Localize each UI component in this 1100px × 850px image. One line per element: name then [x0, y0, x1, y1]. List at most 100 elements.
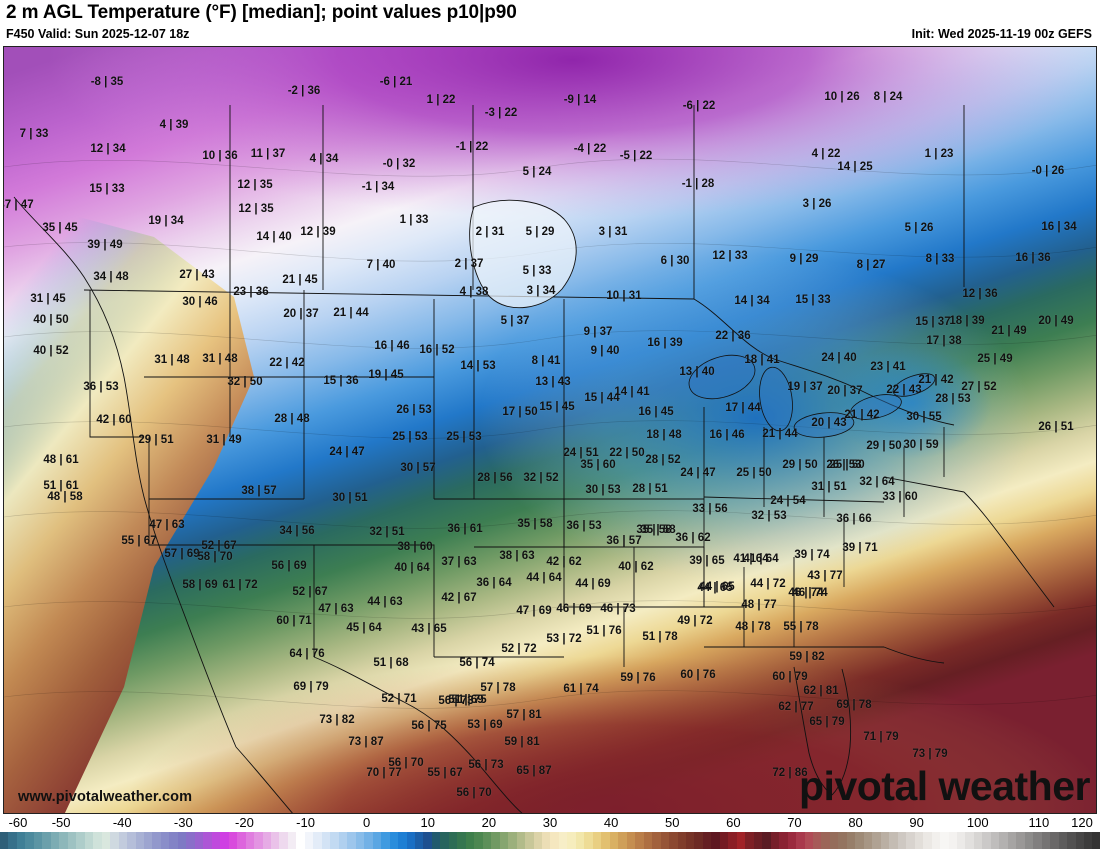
colorbar-tick: 90 [909, 815, 924, 830]
colorbar-swatch [321, 832, 331, 849]
colorbar-tick: 100 [966, 815, 989, 830]
political-boundaries [13, 105, 1055, 813]
colorbar-swatch [474, 832, 483, 849]
colorbar-swatch [804, 832, 813, 849]
map-graphic [4, 47, 1096, 813]
colorbar-swatch [982, 832, 991, 849]
colorbar-swatch [685, 832, 695, 849]
colorbar-swatch [110, 832, 119, 849]
colorbar-swatch [863, 832, 873, 849]
colorbar-swatch [558, 832, 568, 849]
colorbar-swatch [592, 832, 602, 849]
colorbar-swatch [542, 832, 551, 849]
colorbar-swatch [846, 832, 856, 849]
colorbar-swatch [813, 832, 822, 849]
colorbar-swatch [296, 832, 305, 849]
colorbar-swatch [940, 832, 949, 849]
colorbar-swatch [821, 832, 830, 849]
colorbar-swatch [499, 832, 509, 849]
colorbar-swatch [177, 832, 187, 849]
colorbar-swatch [1067, 832, 1076, 849]
temperature-field: -8 | 35 -2 | 36 -6 | 21 1 | 22 -3 | 22 -9 | 1… [4, 47, 1096, 813]
colorbar-swatch [1092, 832, 1100, 849]
colorbar-swatch [838, 832, 847, 849]
colorbar-swatch [660, 832, 670, 849]
colorbar-swatch [1050, 832, 1059, 849]
colorbar-swatch [677, 832, 686, 849]
colorbar-swatch [203, 832, 212, 849]
colorbar-tick: 20 [481, 815, 497, 830]
colorbar-tick: -20 [235, 815, 254, 830]
colorbar-swatch [364, 832, 373, 849]
colorbar-swatch [779, 832, 788, 849]
colorbar-tick: -10 [296, 815, 315, 830]
colorbar-swatch [127, 832, 136, 849]
colorbar-swatch [906, 832, 915, 849]
colorbar-tick: -40 [112, 815, 132, 830]
page-title: 2 m AGL Temperature (°F) [median]; point… [6, 2, 517, 23]
colorbar-tick: 60 [726, 815, 741, 830]
colorbar-tick: 30 [542, 815, 558, 830]
colorbar-swatch [1016, 832, 1025, 849]
colorbar-swatch [525, 832, 534, 849]
colorbar-swatch [25, 832, 34, 849]
colorbar-swatch [999, 832, 1008, 849]
colorbar-swatch [1041, 832, 1051, 849]
colorbar-swatch [84, 832, 94, 849]
colorbar-swatch [262, 832, 271, 849]
colorbar-swatch [355, 832, 365, 849]
colorbar-swatch [194, 832, 204, 849]
brand-watermark: pivotal weather [799, 763, 1090, 809]
colorbar-swatch [973, 832, 983, 849]
colorbar-swatch [880, 832, 890, 849]
colorbar-swatch [313, 832, 322, 849]
colorbar-swatch [652, 832, 661, 849]
colorbar-swatch [643, 832, 653, 849]
colorbar-swatch [372, 832, 382, 849]
colorbar-swatch [211, 832, 221, 849]
colorbar-swatch [669, 832, 678, 849]
colorbar-swatch [609, 832, 619, 849]
colorbar-swatch [1007, 832, 1017, 849]
colorbar-swatch [1033, 832, 1042, 849]
colorbar-tick: 50 [664, 815, 680, 830]
colorbar-swatch [347, 832, 356, 849]
colorbar-swatch [889, 832, 898, 849]
init-time-label: Init: Wed 2025-11-19 00z GEFS [911, 27, 1092, 41]
colorbar-tick: 0 [363, 815, 371, 830]
colorbar-swatch [76, 832, 85, 849]
colorbar-swatch [728, 832, 737, 849]
colorbar-swatch [491, 832, 500, 849]
colorbar-swatch [237, 832, 246, 849]
colorbar-swatch [516, 832, 526, 849]
colorbar-swatch [254, 832, 263, 849]
colorbar-swatch [736, 832, 746, 849]
colorbar-tick: 120 [1071, 815, 1093, 830]
colorbar-swatch [135, 832, 144, 849]
colorbar-swatch [59, 832, 68, 849]
colorbar-swatch [702, 832, 712, 849]
hudson-bay [469, 199, 577, 309]
colorbar-swatch [956, 832, 966, 849]
colorbar-swatch [8, 832, 17, 849]
colorbar-swatch [457, 832, 466, 849]
colorbar-tick-labels: -60 -50 -40 -30 -20 -10 0 10 20 30 40 50 60 70 80 90 100… [0, 814, 1100, 832]
colorbar-swatch [1024, 832, 1034, 849]
colorbar-swatch [67, 832, 77, 849]
colorbar-swatch [414, 832, 424, 849]
colorbar-swatch [1084, 832, 1093, 849]
colorbar-swatch [872, 832, 881, 849]
map-viewport[interactable]: -8 | 35 -2 | 36 -6 | 21 1 | 22 -3 | 22 -9 | 1… [3, 46, 1097, 814]
colorbar-swatch [550, 832, 559, 849]
colorbar-swatch [118, 832, 128, 849]
colorbar-swatch [753, 832, 763, 849]
colorbar-swatch [330, 832, 339, 849]
colorbar-swatch [279, 832, 288, 849]
colorbar-swatch [50, 832, 60, 849]
colorbar-tick: 10 [420, 815, 435, 830]
colorbar-swatch [423, 832, 432, 849]
colorbar-swatch [787, 832, 797, 849]
colorbar-swatch [990, 832, 1000, 849]
colorbar-swatch [796, 832, 805, 849]
colorbar-swatch [923, 832, 932, 849]
